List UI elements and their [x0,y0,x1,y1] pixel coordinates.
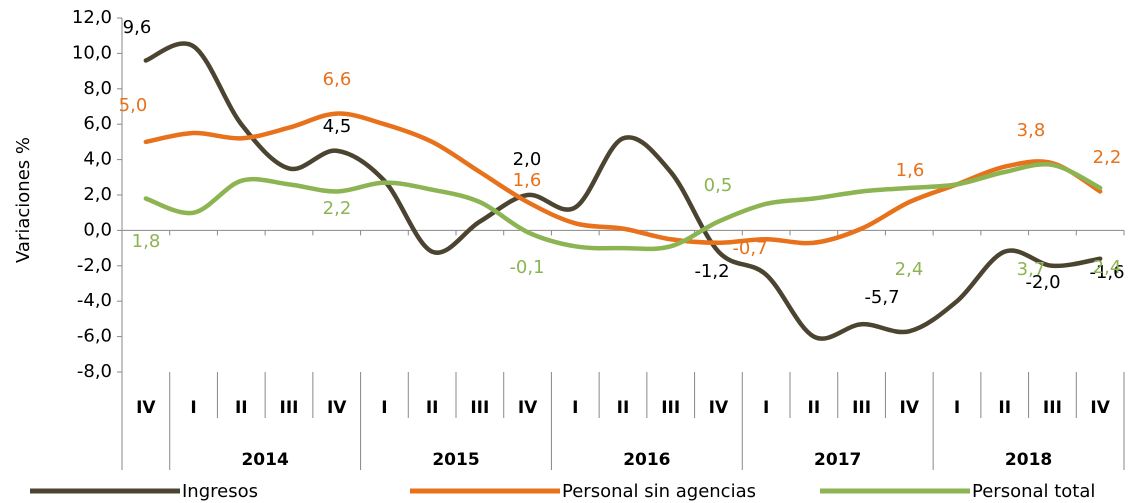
y-tick-label: 6,0 [83,113,112,134]
data-label: -1,2 [694,261,729,282]
x-tick-label: II [998,398,1011,418]
y-tick-label: -8,0 [77,361,112,382]
data-label: 2,2 [1093,147,1122,168]
group-label: 2016 [623,450,670,470]
data-label: 1,8 [132,231,161,252]
x-tick-label: III [661,398,680,418]
data-label: 1,6 [513,170,542,191]
data-label: 3,7 [1017,259,1046,280]
y-tick-label: -6,0 [77,326,112,347]
y-tick-label: 12,0 [72,7,112,28]
data-label: -0,7 [732,238,767,259]
series-line [143,162,1103,252]
series-line [143,41,1103,341]
y-tick-label: 0,0 [83,219,112,240]
x-tick-label: III [1043,398,1062,418]
data-label: 3,8 [1017,120,1046,141]
series-line [143,111,1103,246]
data-label: 2,4 [1093,257,1122,278]
y-axis-title: Variaciones % [13,137,34,263]
data-label: 2,0 [513,149,542,170]
y-tick-label: 8,0 [83,78,112,99]
data-label: 4,5 [323,116,352,137]
group-label: 2014 [241,450,288,470]
x-tick-label: I [381,398,387,418]
legend-label: Personal total [972,481,1095,502]
x-tick-label: III [852,398,871,418]
x-tick-label: IV [327,398,347,418]
y-tick-label: 10,0 [72,42,112,63]
x-tick-label: II [617,398,630,418]
group-label: 2017 [814,450,861,470]
x-tick-label: IV [900,398,920,418]
x-tick-label: I [763,398,769,418]
x-tick-label: IV [709,398,729,418]
x-tick-label: II [426,398,439,418]
group-label: 2018 [1005,450,1052,470]
legend-label: Ingresos [182,481,258,502]
data-label: -5,7 [864,287,899,308]
group-label: 2015 [432,450,479,470]
legend-label: Personal sin agencias [562,481,756,502]
x-tick-label: I [190,398,196,418]
data-label: 0,5 [704,175,733,196]
y-tick-label: -4,0 [77,290,112,311]
x-tick-label: III [280,398,299,418]
data-label: -2,0 [1025,272,1060,293]
data-label: -1,6 [1089,262,1124,283]
data-label: 9,6 [123,17,152,38]
data-label: -0,1 [509,257,544,278]
x-tick-label: IV [1090,398,1110,418]
data-label: 2,4 [895,259,924,280]
x-tick-label: IV [518,398,538,418]
y-tick-label: 4,0 [83,149,112,170]
y-tick-label: 2,0 [83,184,112,205]
data-label: 2,2 [323,198,352,219]
x-tick-label: III [470,398,489,418]
x-tick-label: II [808,398,821,418]
data-label: 1,6 [896,160,925,181]
data-label: 6,6 [323,69,352,90]
y-tick-label: -2,0 [77,255,112,276]
data-label: 5,0 [119,95,148,116]
x-tick-label: IV [136,398,156,418]
x-tick-label: I [954,398,960,418]
x-tick-label: II [235,398,248,418]
x-tick-label: I [572,398,578,418]
